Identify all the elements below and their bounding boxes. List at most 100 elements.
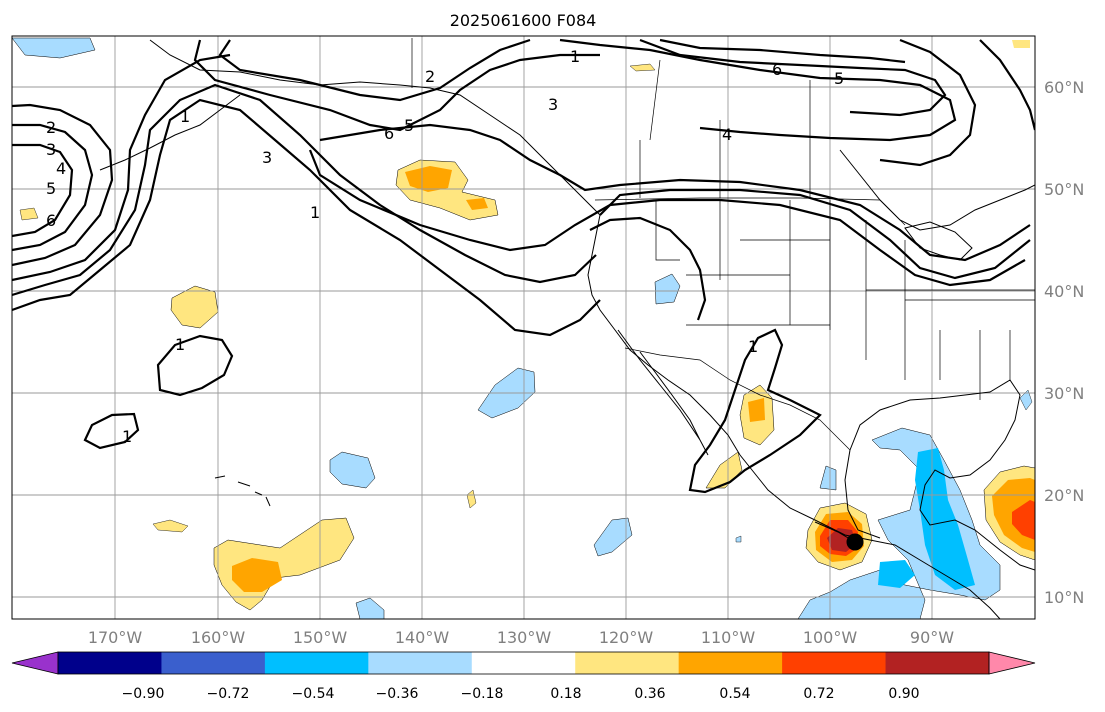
lon-label: 150°W [293, 628, 348, 647]
colorbar: −0.90 −0.72 −0.54 −0.36 −0.18 0.18 0.36 … [11, 651, 1036, 702]
contour-line [83, 412, 140, 450]
us-canada-border [594, 197, 906, 226]
contour-label: 6 [772, 60, 782, 79]
contour-line [599, 188, 1031, 280]
shade-blue-small-sw [735, 535, 742, 543]
map-panel: 1 1 1 1 1 2 2 3 3 4 4 5 5 6 6 6 3 5 1 [11, 35, 1036, 620]
contour-line [218, 38, 531, 102]
canada-provinces [639, 59, 811, 198]
shade-yellow-small-nw [629, 63, 656, 72]
contour-lines [12, 38, 1035, 494]
contour-label: 3 [548, 95, 558, 114]
lon-label: 90°W [910, 628, 954, 647]
coastlines [99, 39, 1035, 619]
colorbar-extend-low [11, 651, 59, 675]
contour-line [659, 38, 906, 64]
contour-line [193, 39, 600, 132]
longitude-labels: 170°W 160°W 150°W 140°W 130°W 120°W 110°… [88, 628, 954, 647]
mexico-gulf-west [844, 449, 881, 539]
lon-label: 160°W [191, 628, 246, 647]
shade-far-west-yellow [19, 207, 39, 221]
us-mexico-border [624, 347, 851, 451]
political-borders [411, 38, 1035, 451]
contour-line [979, 39, 1035, 131]
contour-label: 1 [748, 337, 758, 356]
colorbar-tick-label: 0.72 [803, 686, 834, 702]
shade-gulf-alaska-orange [405, 166, 452, 192]
colorbar-segment [368, 652, 473, 674]
shade-blue-hawaii-east [329, 451, 376, 489]
lat-label: 40°N [1044, 282, 1084, 301]
contour-label: 4 [722, 125, 732, 144]
shade-cyan-central-america-2 [878, 560, 915, 588]
contour-line [639, 38, 947, 117]
contour-label: 1 [122, 427, 132, 446]
latitude-labels: 60°N 50°N 40°N 30°N 20°N 10°N [1044, 78, 1084, 607]
lon-label: 120°W [599, 628, 654, 647]
contour-line [12, 143, 74, 238]
contour-line [879, 38, 977, 167]
colorbar-extend-high [988, 651, 1036, 675]
colorbar-segment [782, 652, 887, 674]
colorbar-tick-label: 0.18 [550, 686, 581, 702]
contour-labels: 1 1 1 1 1 2 2 3 3 4 4 5 5 6 6 6 3 5 1 [46, 47, 844, 446]
contour-label: 1 [175, 335, 185, 354]
colorbar-tick-label: −0.18 [461, 686, 504, 702]
contour-line [308, 149, 1026, 287]
shaded-fields [12, 37, 1035, 619]
colorbar-tick-label: −0.36 [376, 686, 419, 702]
contour-line [688, 328, 822, 494]
colorbar-segment [575, 652, 680, 674]
lon-label: 140°W [395, 628, 450, 647]
contour-label: 5 [834, 69, 844, 88]
colorbar-segment [161, 652, 266, 674]
lat-label: 20°N [1044, 486, 1084, 505]
baja-peninsula [617, 329, 709, 456]
shade-orange-mexico [748, 398, 765, 422]
colorbar-tick-label: 0.90 [888, 686, 919, 702]
contour-label: 2 [425, 67, 435, 86]
lat-label: 10°N [1044, 588, 1084, 607]
shade-redorange-caribbean [1012, 500, 1035, 540]
shade-yellow-top-right [1012, 40, 1030, 48]
shade-yellow-pacific-north [170, 285, 219, 329]
contour-line [12, 53, 231, 282]
gulf-of-mexico-coast [849, 379, 1035, 571]
colorbar-tick-label: −0.54 [292, 686, 335, 702]
colorbar-segment [58, 652, 162, 674]
lon-label: 100°W [803, 628, 858, 647]
contour-line [12, 98, 601, 337]
colorbar-segments [11, 651, 1036, 675]
contour-label: 1 [570, 47, 580, 66]
contour-label: 1 [310, 203, 320, 222]
colorbar-frame [57, 651, 990, 675]
figure-title: 2025061600 F084 [450, 11, 597, 30]
colorbar-tick-labels: −0.90 −0.72 −0.54 −0.36 −0.18 0.18 0.36 … [122, 686, 920, 702]
contour-label: 3 [262, 148, 272, 167]
shade-gulf-alaska-orange-2 [466, 198, 488, 210]
colorbar-segment [471, 652, 576, 674]
contour-label: 1 [180, 107, 190, 126]
map-frame [11, 35, 1036, 620]
alaska-coastline [149, 39, 601, 216]
shade-alaska-top-left [12, 37, 96, 59]
colorbar-segment [678, 652, 783, 674]
shade-blue-utah [654, 273, 681, 305]
contour-line [559, 38, 957, 142]
graticule [12, 36, 1035, 619]
colorbar-segment [264, 652, 369, 674]
contour-line [12, 103, 114, 267]
contour-label: 6 [384, 124, 394, 143]
shade-yellow-small-mid [466, 489, 477, 509]
contour-label: 5 [404, 116, 414, 135]
aleutian-chain [99, 94, 241, 171]
shade-blue-small-east-pac [819, 465, 837, 491]
lon-label: 130°W [497, 628, 552, 647]
colorbar-tick-label: 0.54 [719, 686, 750, 702]
contour-line [589, 216, 707, 321]
lat-label: 50°N [1044, 180, 1084, 199]
shade-yellow-small-west [152, 519, 189, 533]
contour-line [12, 83, 597, 297]
colorbar-segment [885, 652, 990, 674]
